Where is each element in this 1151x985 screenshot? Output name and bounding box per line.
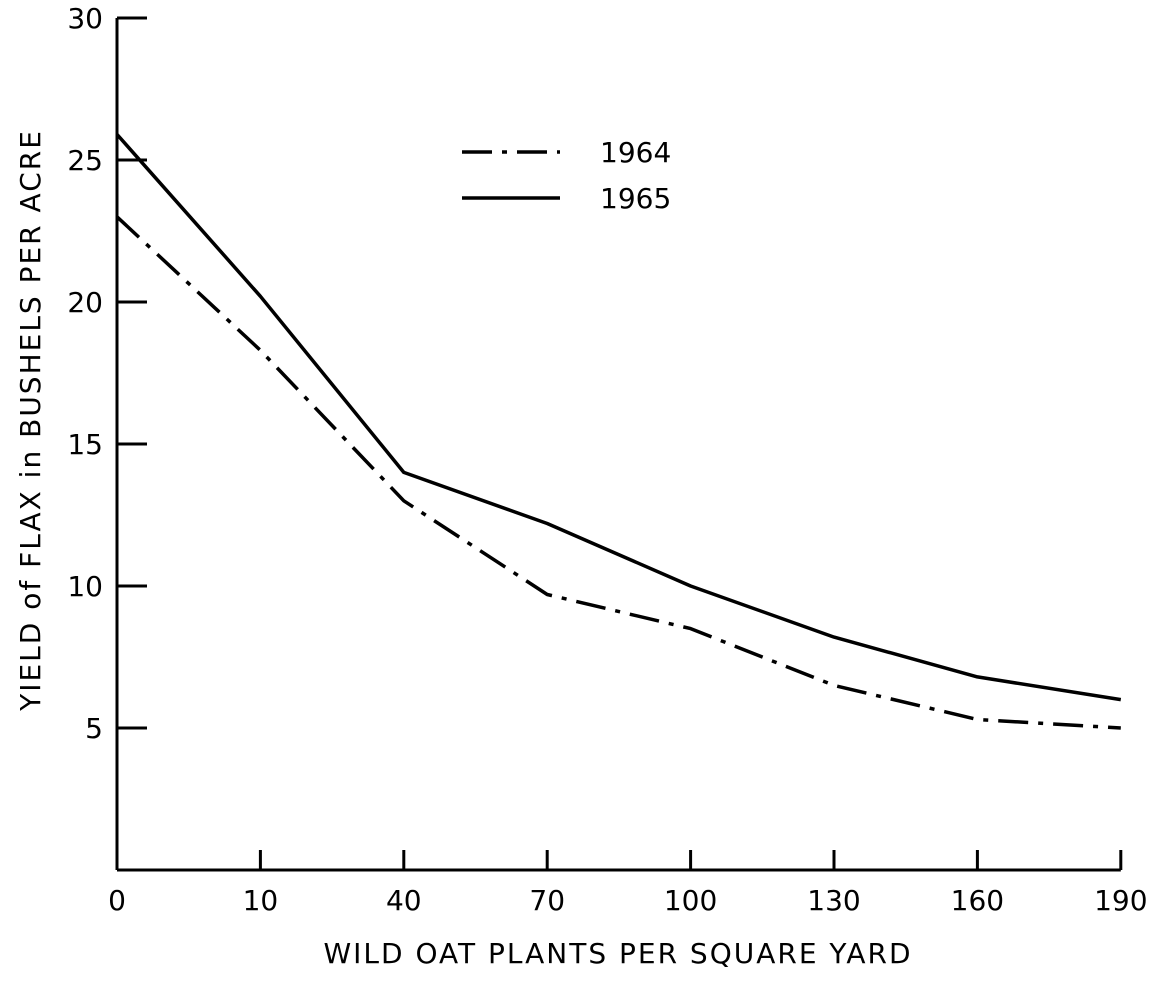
x-axis-ticks: 0 10 40 70 100 130 160 190 <box>108 850 1148 917</box>
legend: 1964 1965 <box>462 136 671 215</box>
x-tick-label: 190 <box>1094 884 1147 917</box>
y-tick-label: 30 <box>67 2 103 35</box>
x-tick-label: 10 <box>243 884 279 917</box>
series-line-1965 <box>115 133 1122 702</box>
x-tick-label: 130 <box>807 884 860 917</box>
y-axis-ticks: 5 10 15 20 25 30 <box>67 2 147 745</box>
x-tick-label: 0 <box>108 884 126 917</box>
y-axis-title: YIELD of FLAX in BUSHELS PER ACRE <box>14 129 47 712</box>
series-line-1964 <box>115 215 1121 730</box>
legend-label-1965: 1965 <box>600 182 671 215</box>
x-tick-label: 70 <box>529 884 565 917</box>
y-tick-label: 20 <box>67 286 103 319</box>
y-tick-label: 15 <box>67 428 103 461</box>
y-tick-label: 10 <box>67 570 103 603</box>
x-tick-label: 160 <box>951 884 1004 917</box>
y-tick-label: 25 <box>67 144 103 177</box>
x-tick-label: 40 <box>386 884 422 917</box>
y-tick-label: 5 <box>85 712 103 745</box>
x-tick-label: 100 <box>664 884 717 917</box>
legend-label-1964: 1964 <box>600 136 671 169</box>
x-axis-title: WILD OAT PLANTS PER SQUARE YARD <box>323 937 912 970</box>
series-lines <box>115 133 1122 730</box>
